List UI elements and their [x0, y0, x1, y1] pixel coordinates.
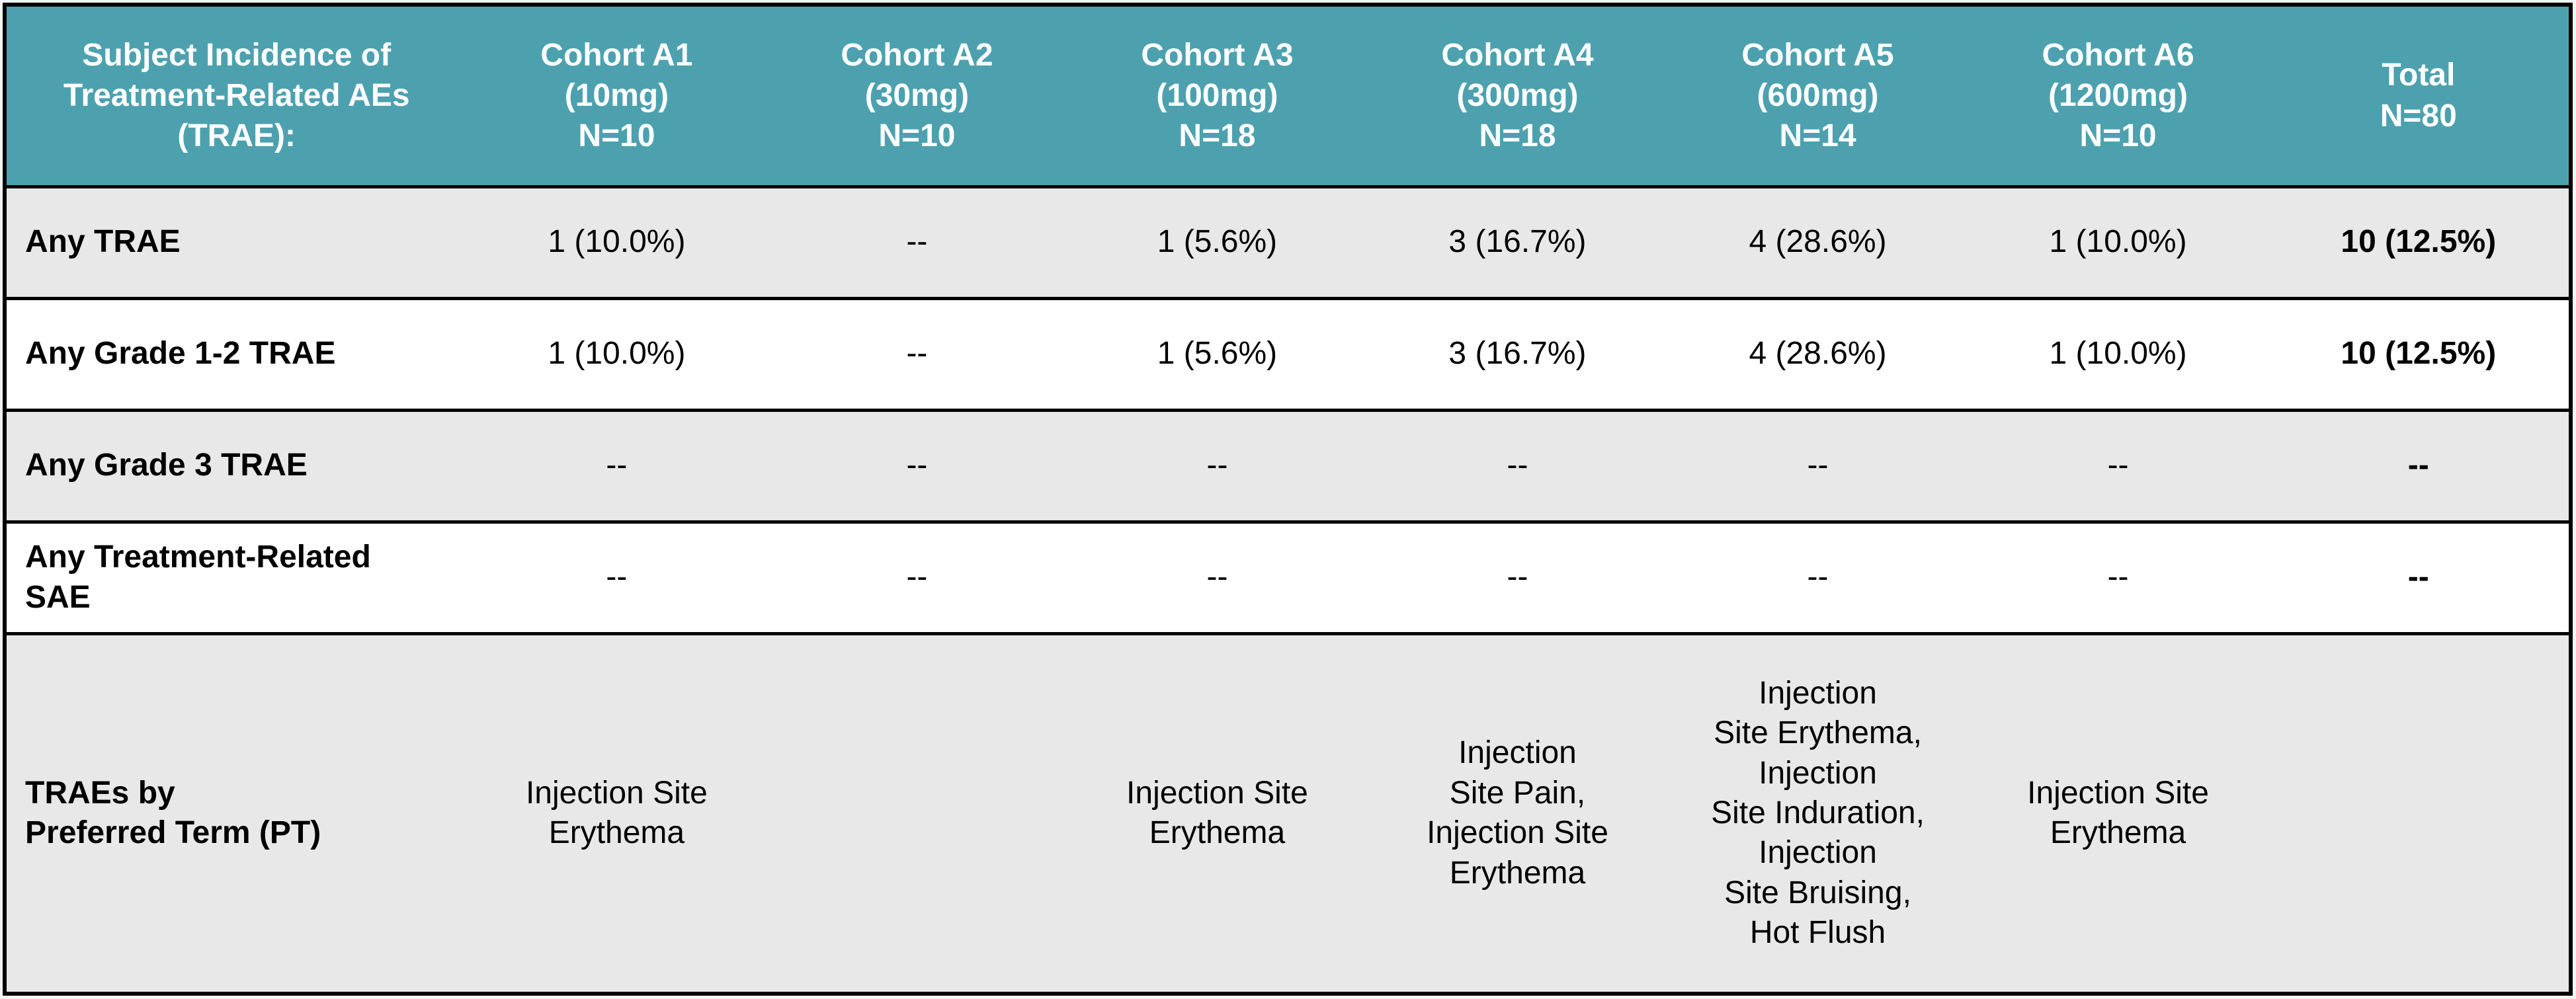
row-label: Any Treatment-Related SAE: [25, 539, 371, 615]
value-cell-cohort-a1: --: [606, 448, 628, 483]
value-cell-total: [2268, 633, 2569, 992]
value-cell-cohort-a6: --: [2107, 448, 2129, 483]
value-cell-cohort-a2: --: [906, 336, 928, 372]
table-row: Any Treatment-Related SAE -- -- -- -- -- -- --: [7, 522, 2569, 633]
value-cell-total: --: [2407, 559, 2429, 595]
header-row: Subject Incidence of Treatment-Related A…: [7, 7, 2569, 186]
trae-table-frame: Subject Incidence of Treatment-Related A…: [3, 3, 2573, 996]
value-cell-cohort-a4: --: [1507, 448, 1528, 483]
value-cell-cohort-a3: --: [1206, 448, 1228, 483]
value-cell-total: 10 (12.5%): [2341, 336, 2497, 372]
value-cell-total: --: [2407, 448, 2429, 483]
value-cell-cohort-a1: 1 (10.0%): [548, 224, 686, 260]
header-cell-cohort-a6: Cohort A6 (1200mg) N=10: [1968, 7, 2268, 186]
value-cell-cohort-a6: --: [2107, 559, 2129, 595]
value-cell-cohort-a2: --: [906, 224, 928, 260]
value-cell-cohort-a3: --: [1206, 559, 1228, 595]
value-cell-cohort-a4: Injection Site Pain, Injection Site Eryt…: [1427, 735, 1608, 891]
value-cell-cohort-a1: --: [606, 559, 628, 595]
header-cell-cohort-a5: Cohort A5 (600mg) N=14: [1667, 7, 1968, 186]
value-cell-cohort-a3: 1 (5.6%): [1157, 224, 1278, 260]
value-cell-cohort-a6: Injection Site Erythema: [2027, 775, 2209, 851]
table-body: Any TRAE 1 (10.0%) -- 1 (5.6%) 3 (16.7%) 4 (2…: [7, 186, 2569, 992]
row-label: Any Grade 1-2 TRAE: [25, 336, 336, 372]
table-row: Any TRAE 1 (10.0%) -- 1 (5.6%) 3 (16.7%) 4 (2…: [7, 186, 2569, 298]
value-cell-cohort-a5: Injection Site Erythema, Injection Site …: [1711, 675, 1925, 951]
value-cell-cohort-a6: 1 (10.0%): [2049, 336, 2187, 372]
value-cell-cohort-a2: --: [906, 559, 928, 595]
row-label: TRAEs by Preferred Term (PT): [25, 775, 321, 851]
row-label: Any TRAE: [25, 224, 181, 260]
value-cell-cohort-a1: 1 (10.0%): [548, 336, 686, 372]
value-cell-cohort-a4: 3 (16.7%): [1448, 336, 1587, 372]
value-cell-cohort-a5: 4 (28.6%): [1749, 336, 1887, 372]
value-cell-cohort-a3: 1 (5.6%): [1157, 336, 1278, 372]
header-cell-cohort-a3: Cohort A3 (100mg) N=18: [1067, 7, 1368, 186]
value-cell-cohort-a5: --: [1807, 448, 1829, 483]
value-cell-cohort-a5: 4 (28.6%): [1749, 224, 1887, 260]
value-cell-cohort-a2: [767, 633, 1067, 992]
value-cell-cohort-a2: --: [906, 448, 928, 483]
value-cell-total: 10 (12.5%): [2341, 224, 2497, 260]
value-cell-cohort-a3: Injection Site Erythema: [1126, 775, 1308, 851]
value-cell-cohort-a6: 1 (10.0%): [2049, 224, 2187, 260]
table-row: Any Grade 3 TRAE -- -- -- -- -- -- --: [7, 410, 2569, 522]
header-cell-cohort-a1: Cohort A1 (10mg) N=10: [466, 7, 767, 186]
value-cell-cohort-a1: Injection Site Erythema: [525, 775, 708, 851]
row-label: Any Grade 3 TRAE: [25, 448, 308, 483]
trae-incidence-table: Subject Incidence of Treatment-Related A…: [7, 7, 2569, 992]
table-row: Any Grade 1-2 TRAE 1 (10.0%) -- 1 (5.6%) 3 (…: [7, 298, 2569, 410]
table-title-cell: Subject Incidence of Treatment-Related A…: [7, 7, 467, 186]
value-cell-cohort-a4: 3 (16.7%): [1448, 224, 1587, 260]
header-cell-cohort-a2: Cohort A2 (30mg) N=10: [767, 7, 1067, 186]
header-cell-cohort-a4: Cohort A4 (300mg) N=18: [1367, 7, 1668, 186]
value-cell-cohort-a5: --: [1807, 559, 1829, 595]
value-cell-cohort-a4: --: [1507, 559, 1528, 595]
header-cell-total: Total N=80: [2268, 7, 2569, 186]
table-row: TRAEs by Preferred Term (PT) Injection Si…: [7, 633, 2569, 992]
